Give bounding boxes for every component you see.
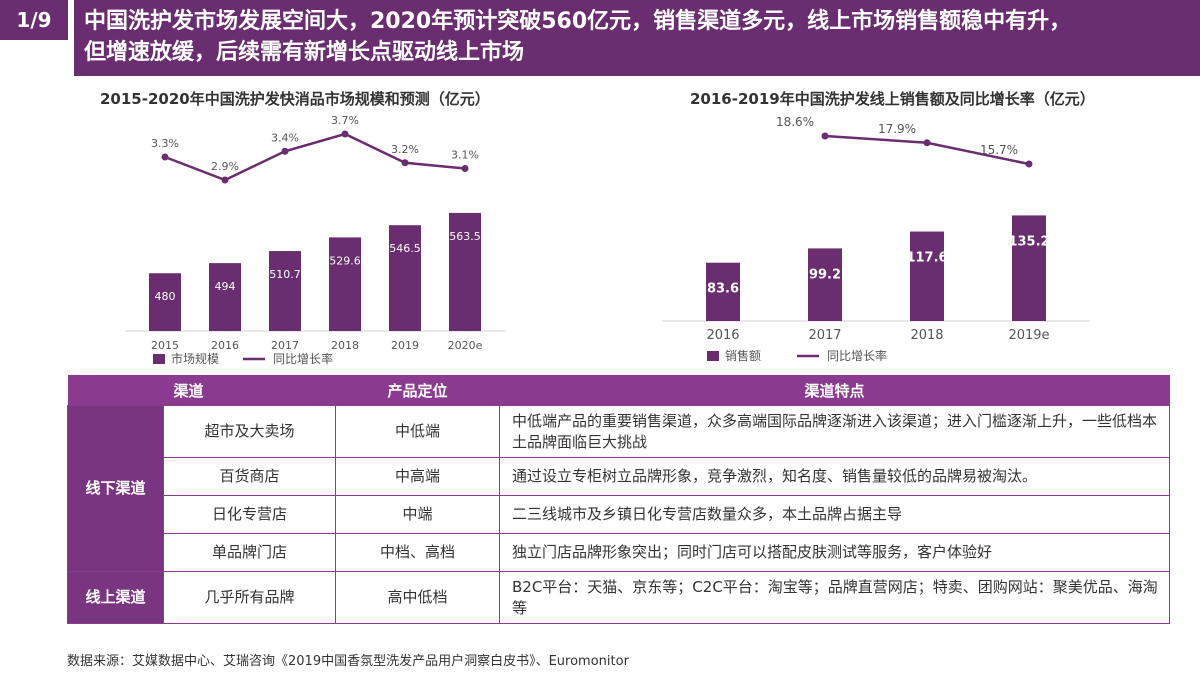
- group-online: 线上渠道: [67, 571, 164, 624]
- x-tick-label: 2015: [151, 339, 179, 352]
- page-title-banner: 中国洗护发市场发展空间大，2020年预计突破560亿元，销售渠道多元，线上市场销…: [74, 0, 1200, 76]
- market-size-chart: 480 2015 494 2016 510.7 2017 529.6 2018 546.5 201…: [125, 114, 505, 366]
- cell-feature: 二三线城市及乡镇日化专营店数量众多，本土品牌占据主导: [499, 495, 1170, 534]
- bar-value-label: 563.5: [449, 230, 481, 243]
- online-sales-chart: 83.6 2016 99.2 2017 117.6 2018 135.2 2019e 18.6%…: [662, 115, 1090, 363]
- bar-value-label: 494: [215, 280, 236, 293]
- growth-rate-line: [164, 132, 466, 182]
- cell-feature: 独立门店品牌形象突出；同时门店可以搭配皮肤测试等服务，客户体验好: [499, 533, 1170, 572]
- cell-position: 中低端: [335, 405, 500, 458]
- bar-2016: [209, 263, 241, 331]
- x-tick-label: 2017: [271, 339, 299, 352]
- x-tick-label: 2020e: [448, 339, 483, 352]
- table-row: 单品牌门店 中档、高档 独立门店品牌形象突出；同时门店可以搭配皮肤测试等服务，客…: [68, 533, 1170, 572]
- cell-feature: B2C平台：天猫、京东等；C2C平台：淘宝等；品牌直营网店；特卖、团购网站：聚美…: [499, 571, 1170, 624]
- growth-rate-label: 17.9%: [878, 122, 916, 136]
- cell-position: 中档、高档: [335, 533, 500, 572]
- bar-value-label: 99.2: [809, 267, 841, 282]
- growth-point-2020e: [461, 165, 469, 172]
- bar-2020e: [449, 212, 481, 331]
- growth-rate-label: 15.7%: [980, 143, 1018, 157]
- legend-bar-label: 销售额: [725, 348, 761, 363]
- page-title-line-2: 但增速放缓，后续需有新增长点驱动线上市场: [84, 40, 525, 65]
- bar-2019: [389, 225, 421, 331]
- x-tick-label: 2016: [706, 328, 739, 343]
- growth-rate-label: 3.2%: [391, 143, 419, 156]
- growth-point-2017: [281, 147, 289, 155]
- table-header-feature: 渠道特点: [499, 375, 1170, 406]
- growth-point-2015: [161, 153, 169, 161]
- legend-line-label: 同比增长率: [827, 348, 887, 363]
- chart-1-title: 2015-2020年中国洗护发快消品市场规模和预测（亿元）: [100, 90, 490, 108]
- cell-position: 中端: [335, 495, 500, 534]
- x-tick-label: 2018: [910, 328, 943, 343]
- table-row: 线下渠道 超市及大卖场 中低端 中低端产品的重要销售渠道，众多高端国际品牌逐渐进…: [67, 405, 1170, 572]
- legend-bar-label: 市场规模: [171, 351, 219, 366]
- channel-table: 渠道 产品定位 渠道特点 线下渠道 超市及大卖场 中低端 中低端产品的重要销售渠…: [67, 375, 1170, 624]
- bar-2018: [329, 237, 361, 331]
- legend-bar-swatch: [707, 351, 719, 361]
- cell-channel: 超市及大卖场: [163, 405, 336, 458]
- table-row: 百货商店 中高端 通过设立专柜树立品牌形象，竞争激烈，知名度、销售量较低的品牌易…: [68, 457, 1170, 496]
- x-tick-label: 2019: [391, 339, 419, 352]
- cell-channel: 几乎所有品牌: [163, 571, 336, 624]
- cell-feature: 通过设立专柜树立品牌形象，竞争激烈，知名度、销售量较低的品牌易被淘汰。: [499, 457, 1170, 496]
- table-header-channel: 渠道: [163, 375, 336, 406]
- bar-value-label: 510.7: [269, 268, 301, 281]
- bar-2017: [808, 248, 842, 321]
- data-source: 数据来源：艾媒数据中心、艾瑞咨询《2019中国香氛型洗发产品用户洞察白皮书》、E…: [67, 654, 629, 669]
- table-header-position: 产品定位: [335, 375, 500, 406]
- growth-point-2018: [341, 130, 349, 138]
- bar-2019e: [1012, 215, 1046, 321]
- legend-bar-swatch: [153, 354, 165, 364]
- bar-value-label: 83.6: [707, 282, 739, 297]
- bar-value-label: 546.5: [389, 242, 421, 255]
- chart-2-title: 2016-2019年中国洗护发线上销售额及同比增长率（亿元）: [690, 90, 1095, 108]
- cell-channel: 百货商店: [163, 457, 336, 496]
- x-tick-label: 2017: [808, 328, 841, 343]
- growth-point-2019e: [1025, 160, 1033, 168]
- bar-2015: [149, 273, 181, 331]
- x-tick-label: 2019e: [1008, 328, 1049, 343]
- x-tick-label: 2018: [331, 339, 359, 352]
- growth-point-2017: [821, 132, 829, 140]
- growth-point-2016: [221, 176, 229, 184]
- growth-rate-label: 3.3%: [151, 137, 179, 150]
- page-title-line-1: 中国洗护发市场发展空间大，2020年预计突破560亿元，销售渠道多元，线上市场销…: [84, 9, 1072, 34]
- page-number-badge: 1/9: [0, 0, 68, 40]
- growth-rate-label: 2.9%: [211, 160, 239, 173]
- growth-rate-label: 3.4%: [271, 131, 299, 144]
- legend-line-label: 同比增长率: [273, 351, 333, 366]
- cell-position: 高中低档: [335, 571, 500, 624]
- growth-rate-label: 3.1%: [451, 149, 479, 162]
- cell-feature: 中低端产品的重要销售渠道，众多高端国际品牌逐渐进入该渠道；进入门槛逐渐上升，一些…: [499, 405, 1170, 458]
- bar-value-label: 135.2: [1008, 234, 1049, 249]
- bar-value-label: 529.6: [329, 254, 361, 267]
- table-header-row: 渠道 产品定位 渠道特点: [67, 375, 1170, 406]
- bar-2018: [910, 231, 944, 321]
- cell-channel: 日化专营店: [163, 495, 336, 534]
- growth-rate-label: 3.7%: [331, 114, 359, 127]
- cell-position: 中高端: [335, 457, 500, 496]
- bar-2017: [269, 251, 301, 331]
- cell-channel: 单品牌门店: [163, 533, 336, 572]
- x-tick-label: 2016: [211, 339, 239, 352]
- table-header-blank: [67, 375, 164, 406]
- bar-value-label: 480: [155, 290, 176, 303]
- table-row: 日化专营店 中端 二三线城市及乡镇日化专营店数量众多，本土品牌占据主导: [68, 495, 1170, 534]
- growth-rate-label: 18.6%: [776, 115, 814, 129]
- growth-point-2019: [401, 159, 409, 167]
- bar-2016: [706, 262, 740, 321]
- bar-value-label: 117.6: [906, 251, 947, 266]
- growth-point-2018: [923, 139, 931, 147]
- group-offline: 线下渠道: [67, 405, 164, 572]
- table-row: 线上渠道 几乎所有品牌 高中低档 B2C平台：天猫、京东等；C2C平台：淘宝等；…: [67, 571, 1170, 624]
